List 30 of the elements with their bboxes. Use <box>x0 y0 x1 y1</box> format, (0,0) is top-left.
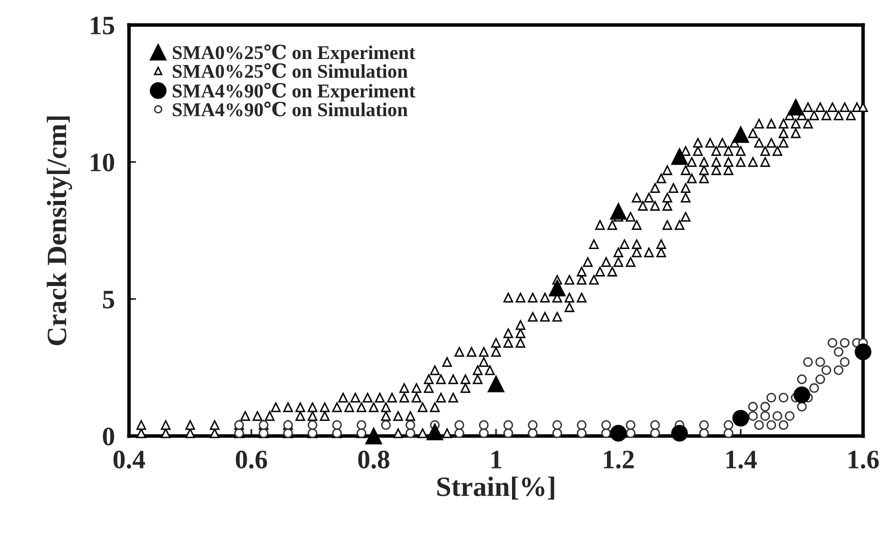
point <box>426 424 444 440</box>
x-tick-label: 1 <box>492 450 502 468</box>
point <box>548 280 566 296</box>
y-tick-label: 10 <box>90 154 114 172</box>
point <box>610 424 627 442</box>
y-tick-label: 5 <box>102 290 114 308</box>
legend-label: SMA0%25℃ on Simulation <box>172 63 408 78</box>
point <box>854 344 872 360</box>
point <box>732 126 750 143</box>
point <box>732 410 750 427</box>
y-tick-label: 0 <box>102 428 114 446</box>
point <box>787 98 804 116</box>
x-tick-label: 1.4 <box>726 450 757 469</box>
x-tick-label: 0.4 <box>114 450 146 469</box>
x-tick-label: 0.8 <box>358 450 390 469</box>
x-tick-label: 0.6 <box>236 450 268 469</box>
point <box>671 424 688 442</box>
legend-label: SMA4%90℃ on Experiment <box>172 82 416 102</box>
point <box>488 376 504 392</box>
point <box>610 202 627 220</box>
x-tick-label: 1.6 <box>848 450 879 469</box>
y-tick-label: 15 <box>90 16 114 34</box>
x-tick-label: 1.2 <box>604 450 634 469</box>
y-axis-title: Crack Density[/cm] <box>46 116 72 346</box>
x-axis-title: Strain[%] <box>437 476 554 500</box>
point <box>365 428 382 444</box>
legend-label: SMA0%25℃ on Experiment <box>172 44 416 64</box>
legend-label: SMA4%90℃ on Simulation <box>172 102 408 116</box>
point <box>671 148 688 165</box>
point <box>794 386 810 404</box>
